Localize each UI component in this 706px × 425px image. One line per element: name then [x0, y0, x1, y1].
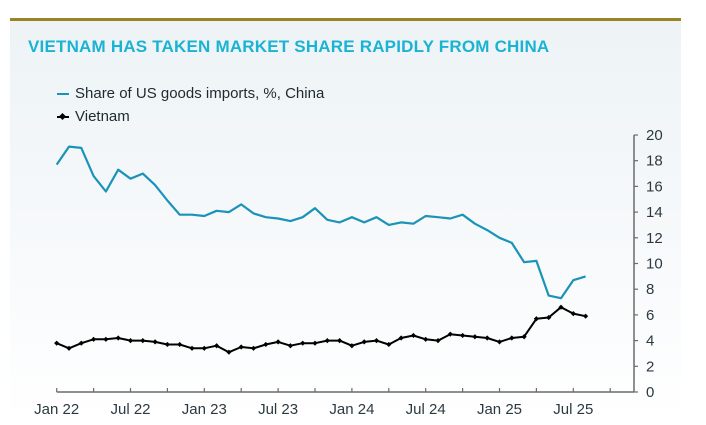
data-point-vietnam — [558, 304, 564, 310]
legend-swatch-china — [57, 92, 69, 95]
data-point-vietnam — [386, 341, 392, 348]
chart-title: VIETNAM HAS TAKEN MARKET SHARE RAPIDLY F… — [28, 37, 550, 56]
data-point-vietnam — [66, 345, 72, 351]
data-point-vietnam — [275, 339, 281, 345]
data-point-vietnam — [250, 345, 257, 351]
data-point-vietnam — [472, 334, 478, 340]
y-tick-label: 18 — [646, 153, 663, 170]
data-point-vietnam — [189, 345, 195, 351]
data-point-vietnam — [103, 336, 109, 342]
data-point-vietnam — [496, 339, 503, 345]
legend-label-vietnam: Vietnam — [75, 108, 130, 125]
y-tick-label: 10 — [646, 256, 663, 273]
data-point-vietnam — [570, 311, 576, 317]
data-point-vietnam — [300, 340, 306, 346]
data-point-vietnam — [140, 338, 146, 344]
data-point-vietnam — [337, 338, 343, 344]
data-point-vietnam — [312, 340, 318, 346]
y-tick-label: 16 — [646, 178, 663, 195]
chart-panel — [10, 18, 681, 425]
data-point-vietnam — [484, 335, 490, 341]
data-point-vietnam — [509, 335, 515, 341]
data-point-vietnam — [152, 339, 158, 345]
series-line-vietnam — [56, 306, 586, 354]
data-point-vietnam — [115, 335, 121, 341]
data-point-vietnam — [263, 341, 269, 348]
legend-swatch-vietnam — [57, 115, 69, 118]
data-point-vietnam — [226, 349, 232, 355]
data-point-vietnam — [127, 338, 134, 344]
data-point-vietnam — [164, 341, 170, 348]
y-tick-label: 0 — [646, 384, 654, 401]
series-line-china — [55, 145, 586, 300]
x-tick-label: Jul 24 — [406, 401, 446, 418]
y-tick-label: 12 — [646, 230, 663, 247]
data-point-vietnam — [54, 340, 60, 346]
x-tick-label: Jul 22 — [110, 401, 150, 418]
legend: Share of US goods imports, %, China Viet… — [57, 82, 324, 128]
data-point-vietnam — [287, 343, 293, 349]
x-tick-label: Jan 22 — [34, 401, 79, 418]
x-tick-label: Jan 24 — [329, 401, 374, 418]
data-point-vietnam — [214, 343, 220, 349]
data-point-vietnam — [361, 339, 367, 345]
data-point-vietnam — [91, 336, 97, 342]
y-tick-label: 20 — [646, 127, 663, 144]
data-point-vietnam — [423, 336, 429, 342]
data-point-vietnam — [533, 316, 539, 322]
y-tick-label: 6 — [646, 307, 654, 324]
y-tick-label: 14 — [646, 204, 663, 221]
data-point-vietnam — [521, 334, 527, 340]
data-point-vietnam — [324, 338, 330, 344]
legend-item-vietnam: Vietnam — [57, 105, 324, 128]
y-tick-label: 2 — [646, 358, 654, 375]
legend-label-china: Share of US goods imports, %, China — [75, 85, 325, 102]
x-tick-label: Jul 25 — [553, 401, 593, 418]
y-tick-label: 4 — [646, 333, 654, 350]
data-point-vietnam — [410, 332, 416, 339]
data-point-vietnam — [177, 341, 183, 348]
legend-item-china: Share of US goods imports, %, China — [57, 82, 324, 105]
data-point-vietnam — [460, 332, 466, 339]
x-tick-label: Jan 23 — [182, 401, 227, 418]
data-point-vietnam — [238, 344, 244, 350]
data-point-vietnam — [349, 343, 355, 349]
y-tick-label: 8 — [646, 281, 654, 298]
data-point-vietnam — [435, 338, 441, 344]
data-point-vietnam — [398, 335, 404, 341]
data-point-vietnam — [78, 340, 84, 346]
data-point-vietnam — [447, 331, 453, 337]
x-tick-label: Jul 23 — [258, 401, 298, 418]
data-point-vietnam — [373, 338, 380, 344]
data-point-vietnam — [583, 313, 589, 319]
x-tick-label: Jan 25 — [477, 401, 522, 418]
data-point-vietnam — [201, 345, 207, 351]
data-point-vietnam — [546, 314, 552, 321]
